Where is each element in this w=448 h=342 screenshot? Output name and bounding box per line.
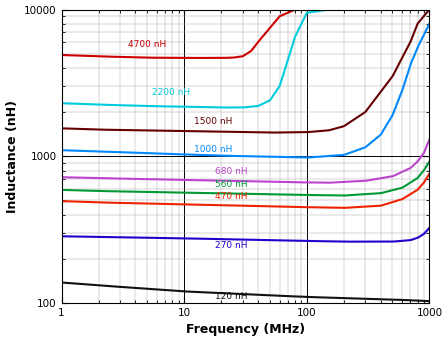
- Text: 680 nH: 680 nH: [215, 167, 248, 176]
- Text: 560 nH: 560 nH: [215, 180, 248, 189]
- Text: 4700 nH: 4700 nH: [128, 40, 167, 49]
- X-axis label: Frequency (MHz): Frequency (MHz): [186, 324, 305, 337]
- Y-axis label: Inductance (nH): Inductance (nH): [5, 100, 18, 213]
- Text: 1500 nH: 1500 nH: [194, 117, 232, 126]
- Text: 470 nH: 470 nH: [215, 192, 248, 201]
- Text: 2200 nH: 2200 nH: [152, 89, 190, 97]
- Text: 120 nH: 120 nH: [215, 292, 248, 301]
- Text: 270 nH: 270 nH: [215, 241, 248, 250]
- Text: 1000 nH: 1000 nH: [194, 145, 232, 154]
